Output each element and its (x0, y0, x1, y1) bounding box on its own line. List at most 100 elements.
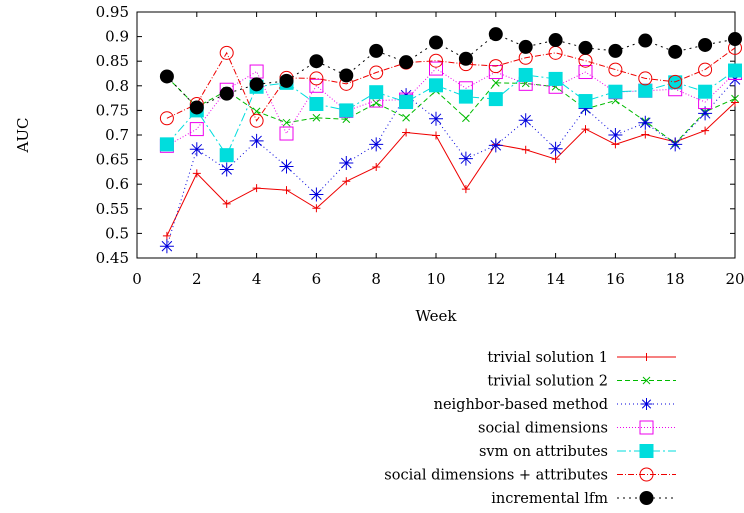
plus-marker (701, 126, 710, 135)
filled-circle-marker (309, 54, 324, 69)
filled-circle-marker (548, 33, 563, 48)
plus-marker (641, 130, 650, 139)
legend-item: incremental lfm (491, 491, 676, 507)
legend-label: trivial solution 1 (487, 350, 608, 366)
cross-marker (491, 78, 500, 87)
filled-circle-marker (518, 39, 533, 54)
plus-marker (581, 125, 590, 134)
asterisk-marker (189, 142, 204, 157)
filled-square-marker (159, 137, 174, 152)
legend-label: social dimensions (478, 421, 608, 437)
filled-circle-marker (698, 37, 713, 52)
filled-circle-marker (279, 73, 294, 88)
asterisk-marker (219, 162, 234, 177)
legend-item: svm on attributes (479, 444, 676, 460)
filled-square-marker (429, 78, 443, 93)
filled-square-marker (399, 95, 414, 110)
x-tick-label: 16 (606, 270, 625, 288)
asterisk-marker (488, 138, 503, 153)
circle-marker (309, 71, 324, 86)
x-tick-label: 2 (192, 270, 202, 288)
y-tick-label: 0.7 (105, 126, 129, 144)
filled-circle-marker (429, 35, 443, 50)
plus-marker (642, 353, 651, 361)
cross-marker (462, 114, 470, 123)
asterisk-marker (518, 113, 533, 128)
circle-marker (639, 467, 654, 482)
square-marker (249, 64, 264, 79)
y-tick-label: 0.45 (96, 249, 129, 267)
circle-marker (429, 53, 443, 68)
series-line (166, 76, 736, 145)
filled-square-marker (518, 67, 533, 82)
series-incremental-lfm (159, 27, 742, 115)
filled-square-marker (608, 84, 623, 99)
filled-square-marker (369, 85, 384, 100)
plus-marker (372, 162, 381, 171)
series-group (159, 27, 742, 254)
circle-marker (369, 65, 384, 80)
x-tick-label: 0 (132, 270, 142, 288)
filled-square-marker (638, 83, 653, 98)
legend-label: trivial solution 2 (487, 374, 608, 390)
y-tick-label: 0.75 (96, 101, 129, 119)
y-tick-label: 0.55 (96, 200, 129, 218)
filled-circle-marker (339, 68, 354, 83)
circle-marker (219, 45, 234, 60)
square-marker (639, 420, 654, 435)
circle-marker (638, 71, 653, 86)
filled-square-marker (639, 444, 654, 458)
plus-marker (461, 185, 470, 194)
legend-label: incremental lfm (491, 491, 608, 507)
cross-marker (731, 94, 739, 103)
plus-marker (252, 184, 261, 193)
legend-label: svm on attributes (479, 444, 608, 460)
series-line (166, 47, 736, 122)
filled-circle-marker (638, 33, 653, 48)
asterisk-marker (640, 398, 653, 410)
plus-marker (402, 128, 411, 137)
series-social-dimensions (159, 61, 742, 153)
plus-marker (521, 145, 530, 154)
legend-item: trivial solution 1 (487, 350, 676, 366)
filled-square-marker (219, 148, 234, 163)
series-trivial-solution-1 (162, 98, 739, 240)
filled-circle-marker (399, 55, 414, 70)
legend-item: trivial solution 2 (487, 374, 676, 390)
x-tick-label: 12 (486, 270, 505, 288)
circle-marker (249, 113, 264, 128)
circle-marker (159, 111, 174, 126)
filled-square-marker (488, 92, 503, 107)
plus-marker (551, 155, 560, 164)
asterisk-marker (249, 133, 264, 148)
legend-label: neighbor-based method (434, 397, 608, 413)
plus-marker (312, 204, 321, 213)
legend-item: social dimensions + attributes (384, 467, 676, 484)
y-tick-label: 0.9 (105, 28, 129, 46)
filled-square-marker (578, 94, 593, 109)
series-social-dimensions-attributes (159, 40, 742, 128)
asterisk-marker (638, 115, 653, 130)
filled-square-marker (698, 84, 713, 99)
y-tick-label: 0.5 (105, 224, 129, 242)
filled-square-marker (458, 89, 473, 104)
series-line (166, 102, 736, 237)
cross-marker (402, 113, 410, 122)
filled-circle-marker (668, 44, 683, 59)
cross-marker (372, 99, 381, 107)
legend-label: social dimensions + attributes (384, 468, 608, 484)
axis-ticks: 0 2 4 6 8 10 12 14 16 18 20 0.45 0.5 0.55 0.6 0.65 0.7 0.… (96, 3, 744, 288)
cross-marker (252, 107, 261, 116)
plus-marker (282, 186, 291, 195)
cross-marker (642, 376, 651, 385)
filled-circle-marker (219, 86, 234, 101)
y-tick-label: 0.8 (105, 77, 129, 95)
filled-circle-marker (608, 43, 623, 58)
asterisk-marker (159, 239, 174, 254)
square-marker (189, 122, 204, 137)
series-line (166, 67, 736, 147)
filled-circle-marker (458, 51, 473, 66)
y-tick-label: 0.6 (105, 175, 129, 193)
x-tick-label: 10 (426, 270, 445, 288)
